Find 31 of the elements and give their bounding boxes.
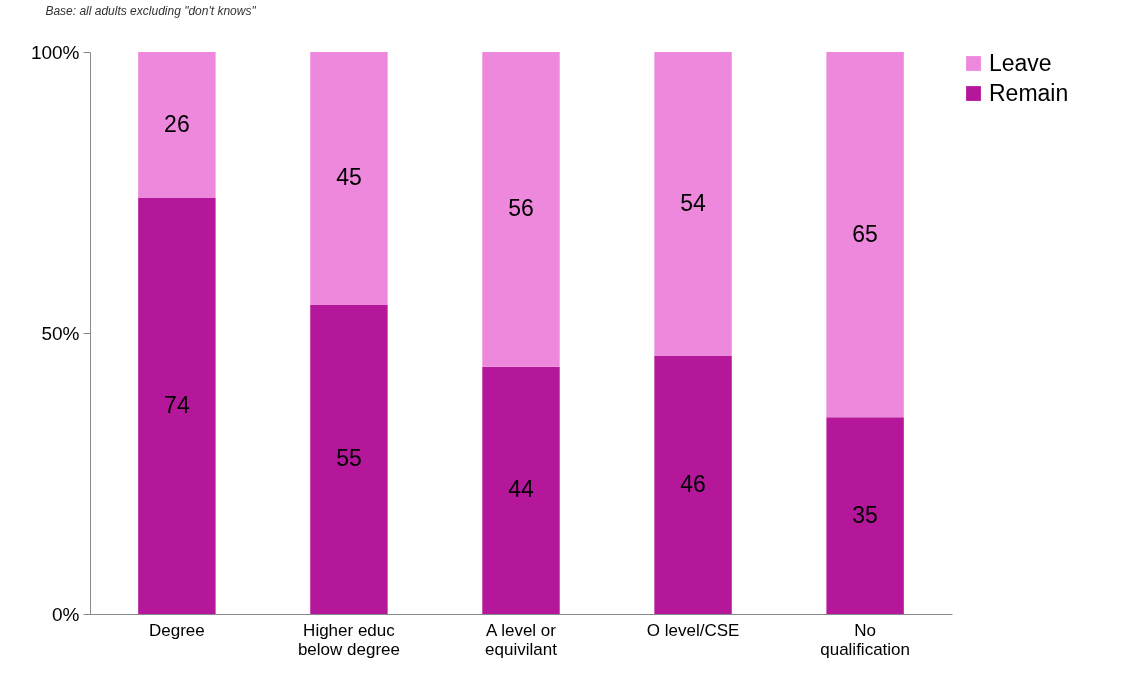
y-tick-label: 0% <box>52 603 80 625</box>
data-label: 45 <box>336 164 362 191</box>
data-label: 55 <box>336 445 362 472</box>
legend-label: Leave <box>989 49 1052 76</box>
x-tick-label: A level or equivilant <box>485 620 558 659</box>
x-tick-label: O level/CSE <box>646 620 740 640</box>
bar <box>654 355 732 614</box>
data-label: 65 <box>852 220 878 247</box>
data-label: 46 <box>680 470 706 497</box>
x-tick-label: Higher educ below degree <box>297 620 400 659</box>
bar <box>310 52 388 305</box>
legend-label: Remain <box>989 79 1069 106</box>
bar <box>310 304 388 614</box>
data-label: 26 <box>164 111 190 138</box>
data-label: 35 <box>852 501 878 528</box>
text: Base: all adults excluding "don't knows" <box>45 4 257 18</box>
bar <box>482 366 560 614</box>
bar <box>654 52 732 356</box>
bar <box>482 52 560 367</box>
data-label: 44 <box>508 476 534 503</box>
x-tick-label: No qualification <box>820 620 910 659</box>
data-label: 56 <box>508 195 534 222</box>
bar <box>826 52 904 418</box>
bar <box>826 417 904 614</box>
y-tick-label: 50% <box>41 322 80 344</box>
x-tick-label: Degree <box>149 620 205 640</box>
y-tick-label: 100% <box>30 41 80 63</box>
data-label: 54 <box>680 189 707 216</box>
bar <box>138 198 216 614</box>
data-label: 74 <box>164 392 190 419</box>
bar <box>138 52 216 199</box>
